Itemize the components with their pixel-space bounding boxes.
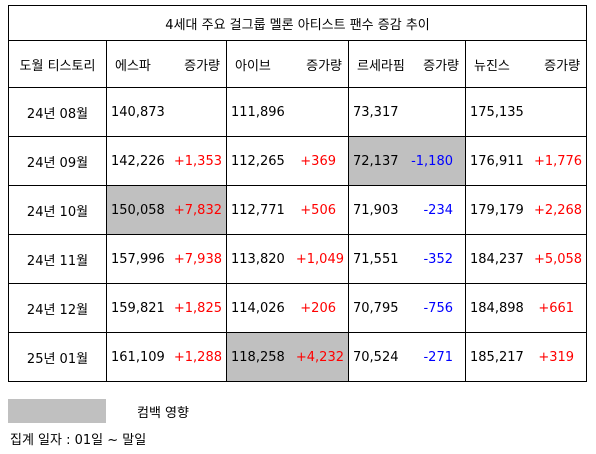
fan-cell: 159,821 +1,825 <box>106 283 227 333</box>
fan-count: 118,258 <box>231 349 285 365</box>
fan-change: +506 <box>300 202 336 218</box>
fan-change: -271 <box>423 349 453 365</box>
fan-cell: 113,820 +1,049 <box>226 234 349 284</box>
fan-cell: 72,137 -1,180 <box>348 136 466 186</box>
fan-cell: 118,258 +4,232 <box>226 332 349 382</box>
fan-change: -352 <box>423 251 453 267</box>
fan-count: 71,903 <box>353 202 399 218</box>
period-cell: 25년 01월 <box>8 332 107 382</box>
fan-count: 150,058 <box>111 202 165 218</box>
fan-count: 114,026 <box>231 300 285 316</box>
fan-change: +7,938 <box>173 251 222 267</box>
fan-change: +661 <box>538 300 575 316</box>
fan-change: +2,268 <box>533 202 583 218</box>
fan-cell: 184,898 +661 <box>464 283 588 333</box>
fan-cell: 175,135 <box>464 87 588 137</box>
period-cell: 24년 09월 <box>8 136 107 186</box>
legend-swatch <box>8 399 106 423</box>
fan-cell: 179,179 +2,268 <box>464 185 588 235</box>
fan-count: 70,524 <box>353 349 399 365</box>
table-row: 24년 11월 157,996 +7,938 113,820 +1,049 71,551 -… <box>8 234 588 284</box>
fan-count-table: 4세대 주요 걸그룹 멜론 아티스트 팬수 증감 추이 도월 티스토리 에스파 증… <box>7 5 588 382</box>
fan-cell: 112,771 +506 <box>226 185 349 235</box>
fan-change: +319 <box>538 349 575 365</box>
table-row: 24년 09월 142,226 +1,353 112,265 +369 72,137 -1,… <box>8 136 588 186</box>
fan-change: -756 <box>423 300 453 316</box>
fan-cell: 150,058 +7,832 <box>106 185 227 235</box>
fan-count: 71,551 <box>353 251 399 267</box>
group-name: 르세라핌 <box>357 58 405 74</box>
fan-cell: 161,109 +1,288 <box>106 332 227 382</box>
fan-count: 175,135 <box>470 104 524 120</box>
fan-count: 112,265 <box>231 153 285 169</box>
fan-count: 72,137 <box>353 153 399 169</box>
header-group-3: 뉴진스 증가량 <box>464 40 588 88</box>
period-cell: 24년 10월 <box>8 185 107 235</box>
header-group-1: 아이브 증가량 <box>226 40 349 88</box>
fan-count: 111,896 <box>231 104 285 120</box>
fan-cell: 157,996 +7,938 <box>106 234 227 284</box>
period-cell: 24년 08월 <box>8 87 107 137</box>
fan-cell: 71,551 -352 <box>348 234 466 284</box>
fan-change: +1,288 <box>173 349 222 365</box>
group-name: 에스파 <box>115 58 151 74</box>
fan-change: +5,058 <box>533 251 583 267</box>
legend-label: 컴백 영향 <box>137 406 189 421</box>
table-row: 24년 10월 150,058 +7,832 112,771 +506 71,903 -23… <box>8 185 588 235</box>
fan-change: +4,232 <box>295 349 344 365</box>
period-cell: 24년 12월 <box>8 283 107 333</box>
fan-change: +369 <box>300 153 336 169</box>
fan-count: 157,996 <box>111 251 165 267</box>
fan-count: 140,873 <box>111 104 165 120</box>
fan-count: 142,226 <box>111 153 165 169</box>
period-cell: 24년 11월 <box>8 234 107 284</box>
fan-cell: 112,265 +369 <box>226 136 349 186</box>
fan-change: +1,353 <box>173 153 222 169</box>
table-row: 24년 08월 140,873 111,896 73,317 175,135 <box>8 87 588 137</box>
table-row: 24년 12월 159,821 +1,825 114,026 +206 70,795 -75… <box>8 283 588 333</box>
fan-count: 179,179 <box>470 202 524 218</box>
fan-change: +7,832 <box>173 202 222 218</box>
fan-cell: 176,911 +1,776 <box>464 136 588 186</box>
fan-cell: 111,896 <box>226 87 349 137</box>
table-title: 4세대 주요 걸그룹 멜론 아티스트 팬수 증감 추이 <box>7 5 588 41</box>
fan-cell: 70,795 -756 <box>348 283 466 333</box>
fan-change: -1,180 <box>411 153 453 169</box>
change-header: 증가량 <box>306 58 342 74</box>
footnote: 집계 일자 : 01일 ~ 말일 <box>10 433 147 448</box>
fan-count: 159,821 <box>111 300 165 316</box>
fan-change: -234 <box>423 202 453 218</box>
fan-change: +1,049 <box>295 251 344 267</box>
header-period: 도월 티스토리 <box>8 40 107 88</box>
fan-count: 161,109 <box>111 349 165 365</box>
fan-count: 73,317 <box>353 104 399 120</box>
fan-cell: 114,026 +206 <box>226 283 349 333</box>
fan-count: 184,898 <box>470 300 524 316</box>
fan-cell: 140,873 <box>106 87 227 137</box>
header-group-2: 르세라핌 증가량 <box>348 40 466 88</box>
fan-cell: 184,237 +5,058 <box>464 234 588 284</box>
fan-count: 112,771 <box>231 202 285 218</box>
table-row: 25년 01월 161,109 +1,288 118,258 +4,232 70,524 -… <box>8 332 588 382</box>
fan-count: 176,911 <box>470 153 524 169</box>
header-group-0: 에스파 증가량 <box>106 40 227 88</box>
fan-count: 185,217 <box>470 349 524 365</box>
fan-count: 113,820 <box>231 251 285 267</box>
fan-cell: 71,903 -234 <box>348 185 466 235</box>
fan-cell: 70,524 -271 <box>348 332 466 382</box>
fan-cell: 73,317 <box>348 87 466 137</box>
fan-count: 184,237 <box>470 251 524 267</box>
change-header: 증가량 <box>184 58 220 74</box>
fan-change: +206 <box>300 300 336 316</box>
fan-cell: 185,217 +319 <box>464 332 588 382</box>
fan-count: 70,795 <box>353 300 399 316</box>
group-name: 뉴진스 <box>474 58 510 74</box>
fan-change: +1,776 <box>533 153 583 169</box>
fan-change: +1,825 <box>173 300 222 316</box>
fan-cell: 142,226 +1,353 <box>106 136 227 186</box>
group-name: 아이브 <box>235 58 271 74</box>
change-header: 증가량 <box>423 58 459 74</box>
change-header: 증가량 <box>544 58 581 74</box>
